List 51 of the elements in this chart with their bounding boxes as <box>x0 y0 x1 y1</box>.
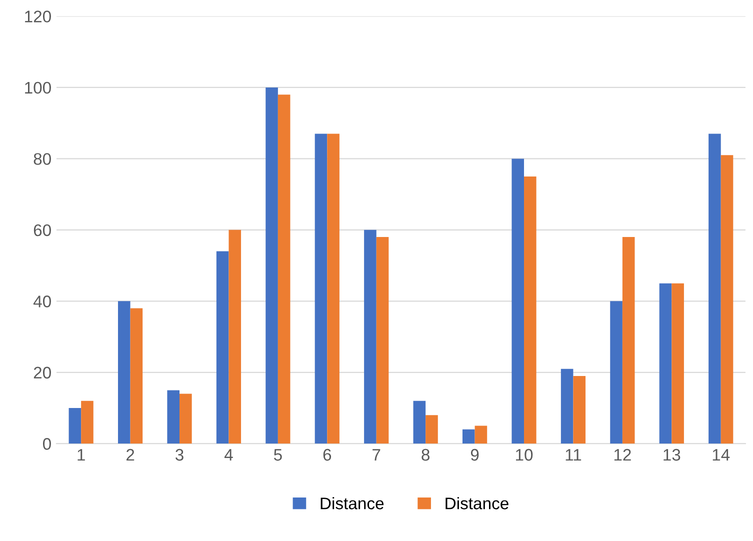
x-tick-label: 3 <box>176 448 184 461</box>
bar <box>413 400 426 444</box>
x-tick-label: 1 <box>78 449 85 461</box>
bar <box>314 134 328 444</box>
x-tick-label: 8 <box>422 448 430 461</box>
x-tick-label: 14 <box>712 449 730 461</box>
x-tick-label: 2 <box>126 448 134 461</box>
y-tick-label: 60 <box>34 224 51 236</box>
x-tick-label: 12 <box>614 448 631 461</box>
bar <box>524 176 536 444</box>
y-tick-label: 40 <box>33 296 51 308</box>
bar <box>512 158 524 444</box>
bar <box>118 301 130 444</box>
y-tick-label: 120 <box>25 10 51 22</box>
x-tick-label: 6 <box>323 448 332 461</box>
bar <box>610 301 622 444</box>
bar <box>376 237 389 444</box>
y-tick-label: 0 <box>42 438 51 450</box>
x-tick-label: 9 <box>470 448 479 461</box>
bar <box>180 394 192 444</box>
bar <box>462 429 475 444</box>
x-tick-label: 5 <box>274 449 282 461</box>
bar <box>672 283 684 444</box>
bar <box>266 87 278 444</box>
bar <box>81 400 94 444</box>
legend-label: Distance <box>320 497 384 510</box>
bar <box>560 368 574 444</box>
legend-label: Distance <box>446 497 508 510</box>
bar <box>622 237 635 444</box>
x-tick-label: 10 <box>516 448 533 461</box>
x-tick-label: 7 <box>372 449 380 461</box>
bar <box>720 155 734 444</box>
y-tick-label: 100 <box>25 82 51 94</box>
y-tick-label: 80 <box>34 153 51 165</box>
x-tick-label: 4 <box>224 449 233 461</box>
y-tick-label: 20 <box>34 366 51 379</box>
bar <box>228 230 242 444</box>
bar <box>327 134 340 444</box>
bar <box>364 230 376 444</box>
bar <box>426 415 438 444</box>
bar <box>167 390 180 444</box>
bar <box>216 251 229 444</box>
bar <box>474 426 488 444</box>
x-tick-label: 11 <box>566 449 582 461</box>
bar <box>708 134 721 444</box>
bar <box>573 376 586 444</box>
bar <box>278 94 290 444</box>
bar <box>130 308 143 444</box>
x-tick-label: 13 <box>664 448 680 461</box>
bar <box>68 408 82 444</box>
bar <box>659 283 672 444</box>
